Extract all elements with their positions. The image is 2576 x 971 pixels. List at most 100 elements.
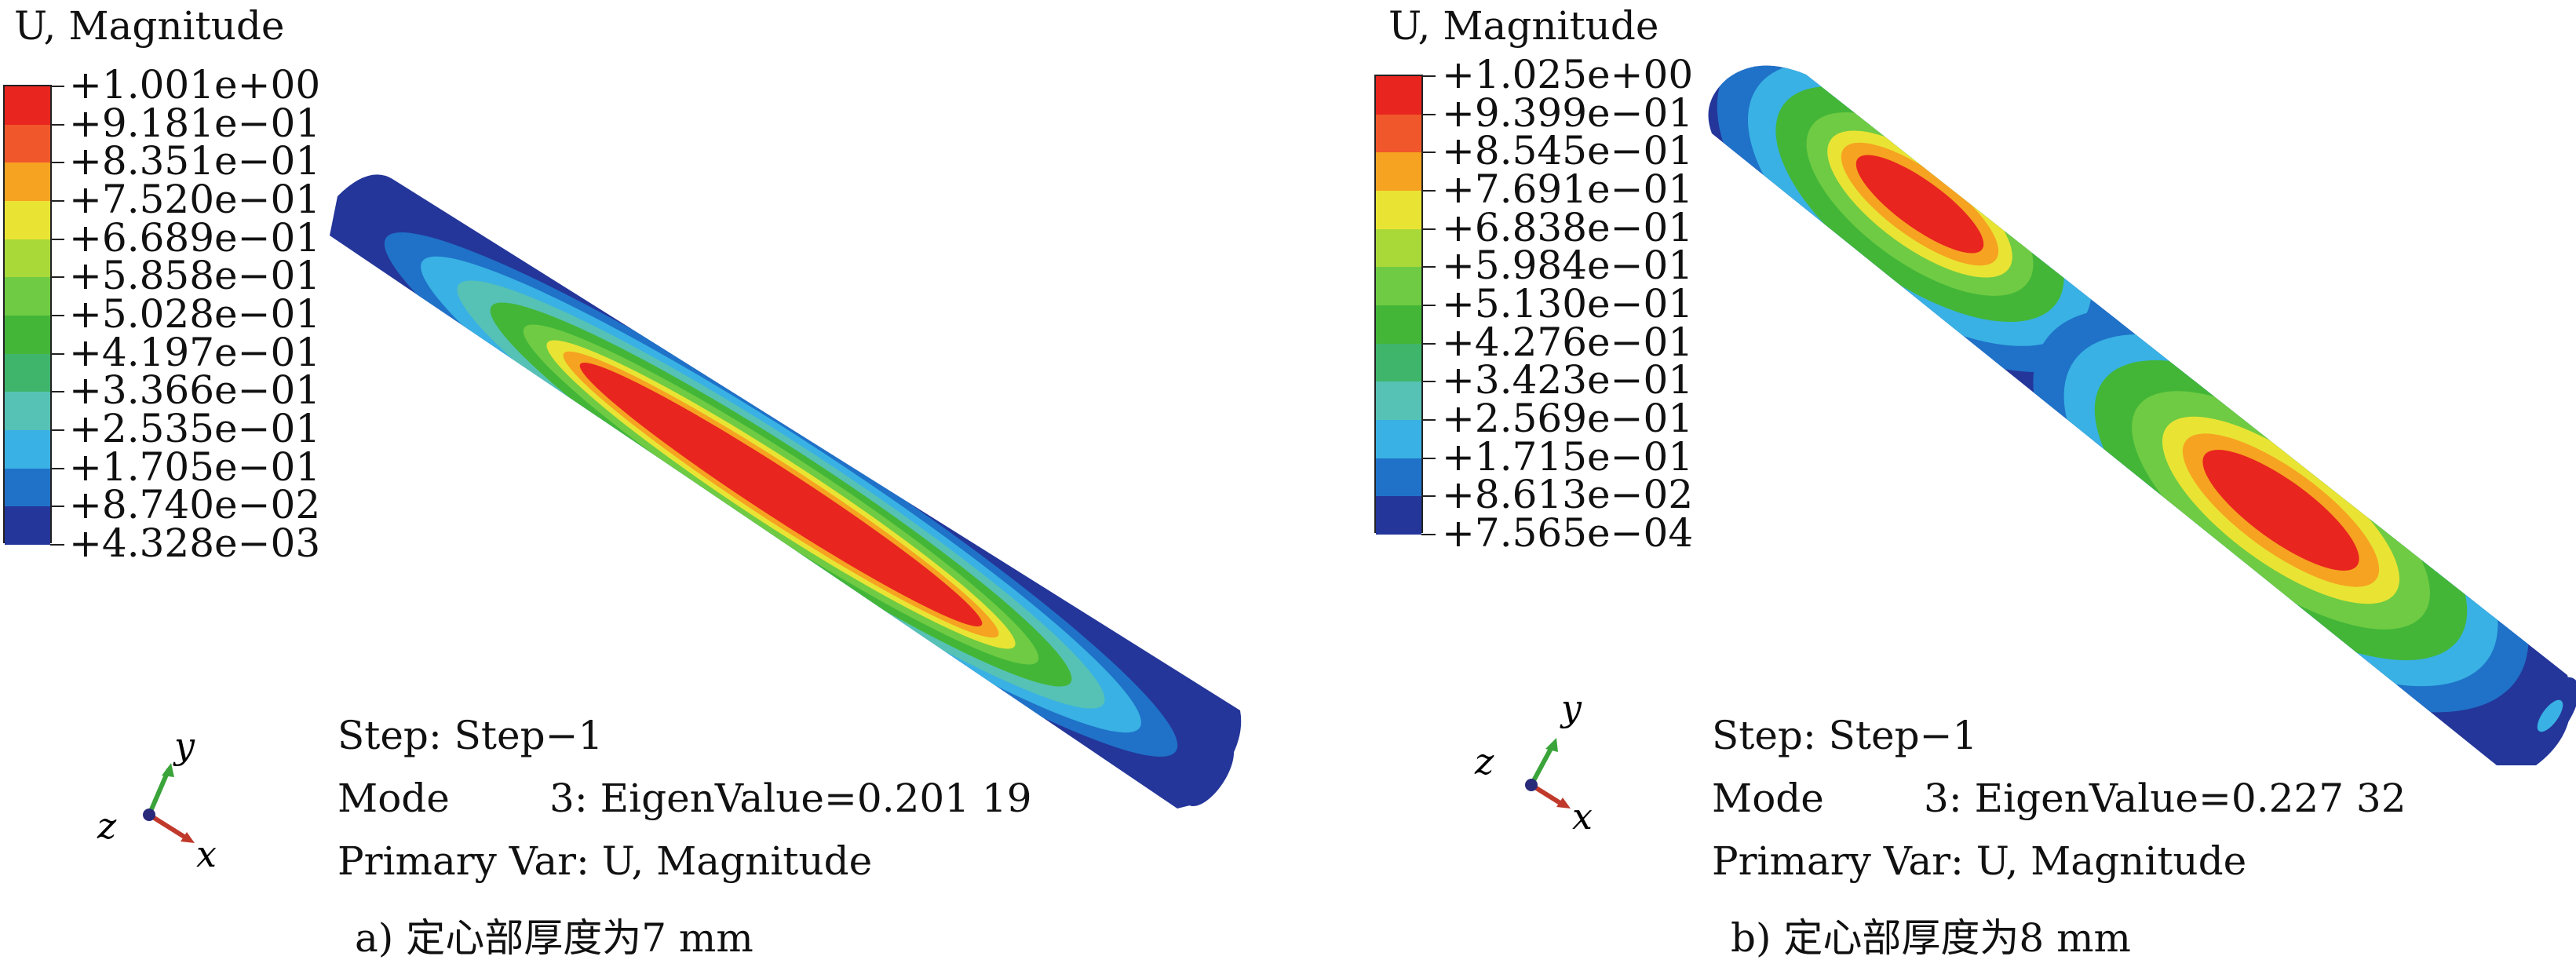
axis-triad-b: y x z: [1474, 687, 1593, 838]
legend-value-label: +2.535e−01: [69, 406, 321, 451]
legend-value-label: +9.399e−01: [1442, 89, 1694, 136]
legend-color-segment: [5, 277, 50, 316]
legend-value-label: +5.130e−01: [1442, 281, 1694, 327]
axis-y-label-b: y: [1560, 687, 1582, 729]
legend-value-label: +3.366e−01: [69, 367, 321, 414]
legend-color-segment: [5, 162, 50, 202]
legend-value-label: +8.740e−02: [69, 482, 321, 528]
legend-tick: [1421, 457, 1436, 459]
legend-color-segment: [5, 86, 50, 126]
legend-value-label: +1.025e+00: [1442, 52, 1694, 97]
legend-value-label: +5.984e−01: [1442, 243, 1694, 289]
legend-color-bar-a: [3, 85, 64, 546]
axis-y-label-a: y: [173, 725, 195, 767]
legend-tick: [50, 162, 64, 164]
legend-color-segment: [1376, 267, 1421, 306]
legend-value-label: +1.715e−01: [1442, 433, 1694, 480]
legend-value-label: +4.276e−01: [1442, 319, 1694, 365]
legend-color-segment: [1376, 496, 1421, 535]
legend-value-label: +6.838e−01: [1442, 204, 1694, 250]
legend-color-segment: [1376, 152, 1421, 192]
legend-tick: [50, 86, 64, 87]
legend-color-segment: [1376, 458, 1421, 497]
legend-value-label: +5.028e−01: [69, 291, 321, 337]
legend-color-segment: [1376, 114, 1421, 153]
legend-color-segment: [1376, 420, 1421, 459]
legend-color-segment: [1376, 76, 1421, 115]
mode-line-a: Mode 3: EigenValue=0.201 19: [338, 776, 1032, 821]
axis-x-label-a: x: [196, 833, 217, 875]
legend-tick: [1421, 305, 1436, 306]
legend-value-label: +2.569e−01: [1442, 396, 1694, 441]
legend-tick: [1421, 419, 1436, 421]
mode-line-b: Mode 3: EigenValue=0.227 32: [1712, 776, 2406, 821]
legend-tick: [1421, 381, 1436, 383]
caption-b: b) 定心部厚度为8 mm: [1731, 915, 2131, 961]
legend-color-segment: [5, 201, 50, 240]
legend-tick: [1421, 534, 1436, 535]
legend-color-segment: [5, 239, 50, 278]
legend-color-segment: [5, 316, 50, 355]
step-line-b: Step: Step−1: [1712, 713, 1978, 758]
legend-tick: [1421, 342, 1436, 345]
legend-value-label: +4.328e−03: [69, 520, 321, 566]
axis-z-label-b: z: [1474, 740, 1494, 783]
legend-tick: [1421, 113, 1436, 115]
contour-plot-a: [330, 174, 1242, 809]
legend-color-segment: [5, 353, 50, 392]
legend-color-segment: [1376, 381, 1421, 421]
legend-color-segment: [5, 124, 50, 163]
contour-band-red-a: [579, 362, 983, 627]
legend-tick: [50, 467, 64, 469]
legend-tick: [1421, 495, 1436, 498]
legend-tick: [1421, 190, 1436, 192]
legend-color-segment: [5, 506, 50, 546]
legend-value-label: +8.613e−02: [1442, 472, 1694, 518]
legend-value-label: +7.565e−04: [1442, 510, 1694, 556]
legend-value-label: +8.351e−01: [69, 138, 321, 184]
legend-value-label: +7.691e−01: [1442, 166, 1694, 212]
caption-a: a) 定心部厚度为7 mm: [355, 915, 753, 961]
legend-tick: [50, 429, 64, 431]
panel-a: U, Magnitude +1.001e+00 +9.181e−01 +8.351e…: [3, 3, 1242, 961]
legend-tick: [1421, 75, 1436, 77]
legend-color-segment: [1376, 305, 1421, 345]
legend-tick: [50, 391, 64, 393]
legend-tick: [1421, 228, 1436, 230]
tube-end-a: [1184, 739, 1234, 807]
legend-tick: [50, 123, 64, 126]
legend-tick: [50, 544, 64, 546]
legend-color-segment: [1376, 191, 1421, 230]
axis-z-label-a: z: [97, 805, 117, 847]
legend-tick: [50, 506, 64, 508]
legend-color-segment: [1376, 343, 1421, 382]
var-line-a: Primary Var: U, Magnitude: [338, 838, 873, 884]
legend-value-label: +9.181e−01: [69, 100, 321, 146]
legend-color-segment: [1376, 228, 1421, 268]
legend-value-label: +1.001e+00: [69, 62, 321, 108]
legend-tick: [50, 315, 64, 316]
legend-color-segment: [5, 468, 50, 507]
legend-value-label: +5.858e−01: [69, 253, 321, 299]
legend-value-label: +1.705e−01: [69, 444, 321, 490]
axis-x-label-b: x: [1572, 795, 1593, 838]
legend-value-label: +7.520e−01: [69, 177, 321, 222]
legend-value-label: +8.545e−01: [1442, 128, 1694, 174]
panel-b: U, Magnitude +1.025e+00 +9.399e−01 +8.545e…: [1288, 0, 2576, 971]
legend-color-segment: [5, 392, 50, 431]
legend-title-b: U, Magnitude: [1388, 3, 1659, 49]
legend-color-bar-b: [1374, 75, 1436, 535]
legend-tick: [1421, 151, 1436, 154]
legend-tick: [50, 200, 64, 202]
legend-title-a: U, Magnitude: [14, 3, 285, 49]
legend-tick: [50, 238, 64, 240]
axis-triad-a: y x z: [97, 725, 217, 875]
contour-plot-b: [1708, 65, 2576, 766]
legend-tick: [50, 352, 64, 355]
step-line-a: Step: Step−1: [338, 713, 604, 758]
legend-value-label: +4.197e−01: [69, 329, 321, 375]
legend-value-label: +6.689e−01: [69, 214, 321, 261]
var-line-b: Primary Var: U, Magnitude: [1712, 838, 2247, 884]
legend-color-segment: [5, 430, 50, 469]
tube-bore-b: [2537, 699, 2563, 732]
